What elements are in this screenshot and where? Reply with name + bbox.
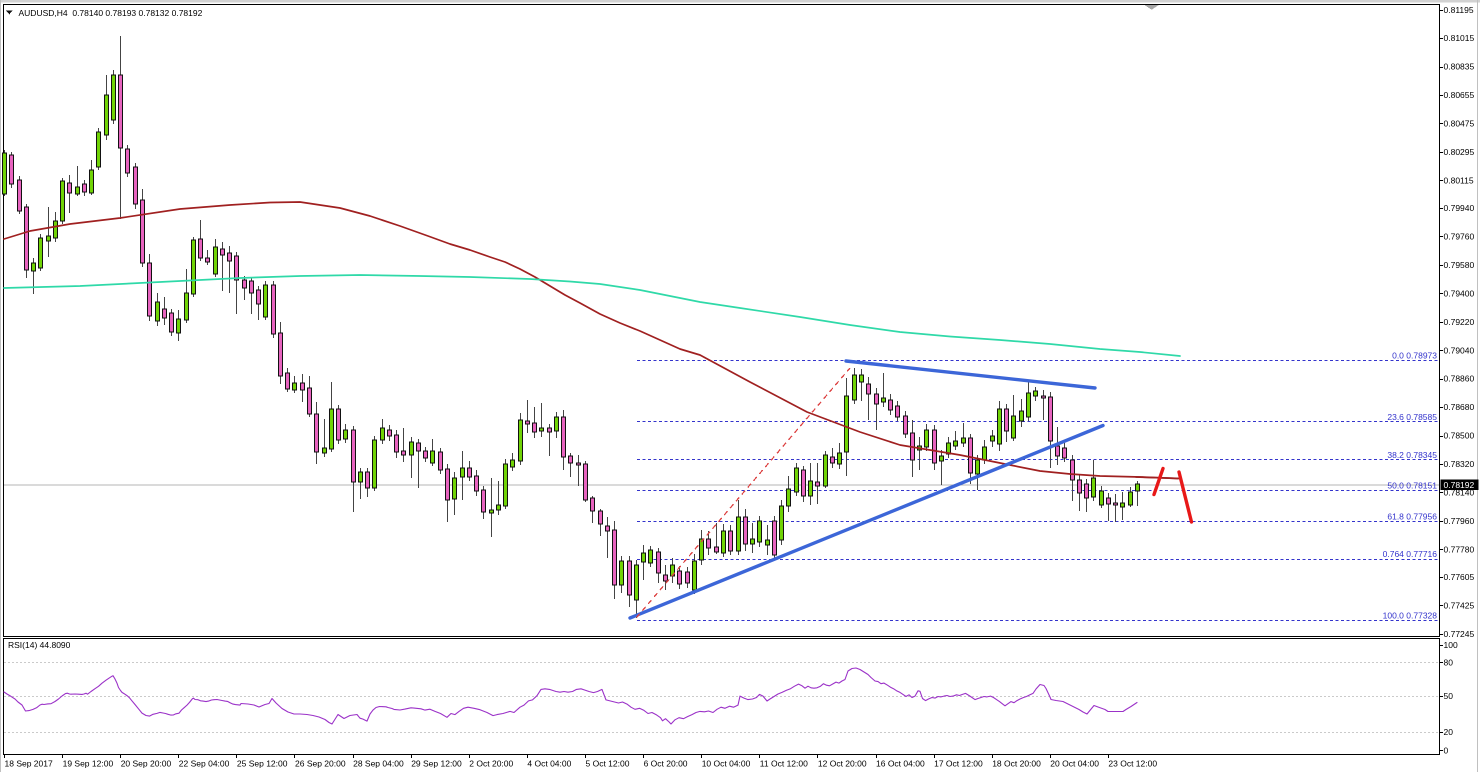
svg-text:0.79580: 0.79580: [1444, 260, 1475, 270]
svg-text:0.78500: 0.78500: [1444, 431, 1475, 441]
svg-text:0.79940: 0.79940: [1444, 203, 1475, 213]
svg-text:18 Oct 20:00: 18 Oct 20:00: [992, 759, 1041, 769]
svg-text:0.80115: 0.80115: [1444, 175, 1474, 185]
svg-text:12 Oct 20:00: 12 Oct 20:00: [818, 759, 867, 769]
svg-text:20 Sep 20:00: 20 Sep 20:00: [121, 759, 172, 769]
svg-text:0.80655: 0.80655: [1444, 90, 1475, 100]
svg-text:0.78680: 0.78680: [1444, 402, 1475, 412]
svg-text:29 Sep 12:00: 29 Sep 12:00: [411, 759, 462, 769]
svg-text:28 Sep 04:00: 28 Sep 04:00: [353, 759, 404, 769]
svg-text:0.78860: 0.78860: [1444, 374, 1475, 384]
svg-text:0.77425: 0.77425: [1444, 600, 1475, 610]
svg-text:5 Oct 12:00: 5 Oct 12:00: [586, 759, 630, 769]
svg-text:19 Sep 12:00: 19 Sep 12:00: [63, 759, 114, 769]
svg-text:AUDUSD,H4 0.78140 0.78193 0.7: AUDUSD,H4 0.78140 0.78193 0.78132 0.7819…: [19, 8, 203, 18]
svg-text:38.2 0.78345: 38.2 0.78345: [1387, 450, 1437, 460]
svg-text:16 Oct 04:00: 16 Oct 04:00: [876, 759, 925, 769]
svg-text:2 Oct 20:00: 2 Oct 20:00: [469, 759, 513, 769]
svg-text:80: 80: [1444, 658, 1454, 668]
svg-text:0.77605: 0.77605: [1444, 572, 1475, 582]
svg-text:61.8 0.77956: 61.8 0.77956: [1387, 511, 1437, 521]
svg-text:0.80475: 0.80475: [1444, 119, 1475, 129]
svg-text:0.77245: 0.77245: [1444, 629, 1475, 639]
svg-text:18 Sep 2017: 18 Sep 2017: [5, 759, 53, 769]
svg-text:23.6 0.78585: 23.6 0.78585: [1387, 412, 1437, 422]
svg-text:100.0 0.77328: 100.0 0.77328: [1383, 611, 1438, 621]
svg-text:50.0 0.78151: 50.0 0.78151: [1387, 481, 1437, 491]
svg-text:0.0 0.78973: 0.0 0.78973: [1392, 351, 1437, 361]
svg-text:0: 0: [1444, 746, 1449, 756]
svg-text:0.81015: 0.81015: [1444, 33, 1475, 43]
svg-text:0.77780: 0.77780: [1444, 544, 1475, 554]
svg-text:22 Sep 04:00: 22 Sep 04:00: [179, 759, 230, 769]
svg-text:0.77960: 0.77960: [1444, 516, 1475, 526]
svg-text:10 Oct 04:00: 10 Oct 04:00: [702, 759, 751, 769]
svg-text:50: 50: [1444, 691, 1454, 701]
svg-text:RSI(14) 44.8090: RSI(14) 44.8090: [8, 640, 71, 650]
svg-text:6 Oct 20:00: 6 Oct 20:00: [644, 759, 688, 769]
svg-text:4 Oct 04:00: 4 Oct 04:00: [527, 759, 571, 769]
svg-text:100: 100: [1444, 640, 1458, 650]
svg-text:0.79400: 0.79400: [1444, 288, 1475, 298]
svg-text:0.81195: 0.81195: [1444, 5, 1474, 15]
svg-text:20: 20: [1444, 727, 1454, 737]
svg-text:0.764 0.77716: 0.764 0.77716: [1383, 549, 1438, 559]
svg-text:0.78192: 0.78192: [1444, 480, 1475, 490]
svg-text:0.79760: 0.79760: [1444, 232, 1475, 242]
svg-text:26 Sep 20:00: 26 Sep 20:00: [295, 759, 346, 769]
svg-text:11 Oct 12:00: 11 Oct 12:00: [760, 759, 808, 769]
svg-text:17 Oct 12:00: 17 Oct 12:00: [934, 759, 983, 769]
svg-text:0.80835: 0.80835: [1444, 62, 1475, 72]
svg-text:0.78320: 0.78320: [1444, 459, 1475, 469]
svg-text:25 Sep 12:00: 25 Sep 12:00: [237, 759, 288, 769]
svg-text:20 Oct 04:00: 20 Oct 04:00: [1050, 759, 1099, 769]
svg-text:0.80295: 0.80295: [1444, 147, 1475, 157]
svg-text:0.78140: 0.78140: [1444, 487, 1475, 497]
svg-text:0.79220: 0.79220: [1444, 317, 1475, 327]
svg-text:23 Oct 12:00: 23 Oct 12:00: [1108, 759, 1157, 769]
svg-text:0.79040: 0.79040: [1444, 345, 1475, 355]
